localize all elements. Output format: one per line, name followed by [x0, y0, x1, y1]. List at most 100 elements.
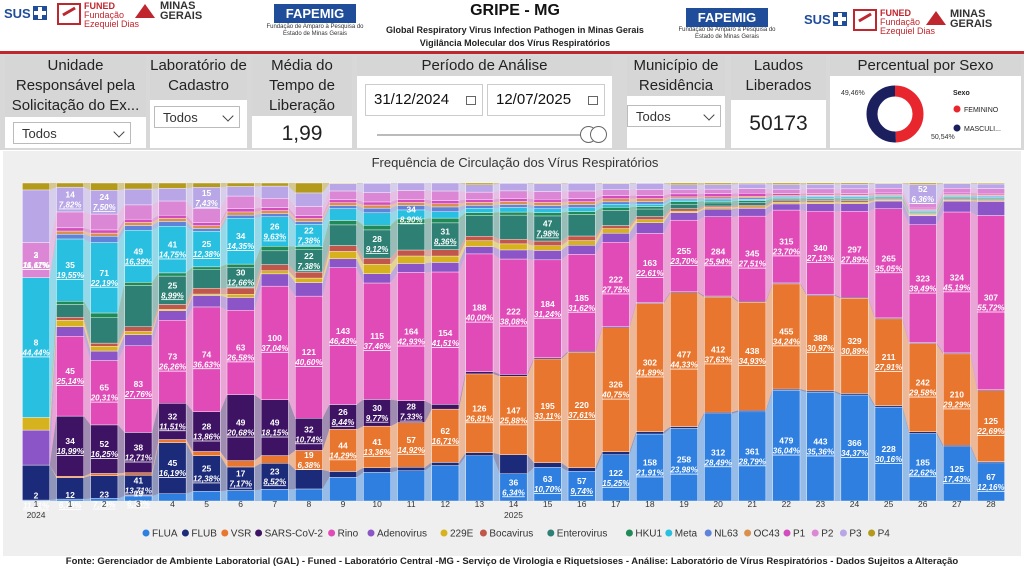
bar-segment-p2[interactable]	[90, 213, 119, 231]
bar-segment-p1[interactable]	[943, 192, 971, 195]
bar-segment-p3[interactable]	[56, 186, 84, 213]
bar-segment-p3[interactable]	[943, 183, 971, 189]
bar-segment-p3[interactable]	[226, 186, 255, 197]
bar-segment-p4[interactable]	[772, 182, 801, 185]
bar-segment-hku1[interactable]	[670, 201, 698, 205]
bar-segment-enterovirus[interactable]	[260, 250, 289, 265]
bar-segment-p1[interactable]	[567, 198, 596, 202]
bar-segment-flub[interactable]	[908, 431, 937, 434]
bar-segment-enterovirus[interactable]	[533, 215, 562, 242]
bar-segment-p2[interactable]	[806, 188, 835, 194]
bar-segment-flua[interactable]	[772, 390, 801, 502]
bar-segment-adenovirus[interactable]	[329, 258, 357, 268]
bar-segment-p3[interactable]	[465, 184, 494, 193]
legend-dot-meta[interactable]	[665, 529, 673, 537]
bar-segment-p2[interactable]	[636, 189, 664, 196]
bar-segment-p1[interactable]	[636, 195, 664, 199]
bar-segment-meta[interactable]	[22, 277, 50, 418]
bar-segment-flua[interactable]	[465, 455, 494, 502]
bar-segment-nl63[interactable]	[124, 225, 153, 231]
bar-segment-flua[interactable]	[977, 462, 1005, 502]
bar-segment-p3[interactable]	[567, 183, 596, 192]
bar-segment-vsr[interactable]	[56, 475, 84, 478]
bar-segment-vsr[interactable]	[704, 296, 732, 413]
bar-segment-flua[interactable]	[363, 472, 391, 502]
bar-segment-flua[interactable]	[567, 471, 596, 502]
laboratorio-dropdown[interactable]: Todos	[154, 106, 240, 128]
bar-segment-229e[interactable]	[772, 202, 801, 205]
bar-segment-nl63[interactable]	[90, 236, 119, 243]
bar-segment-oc43[interactable]	[465, 202, 494, 206]
bar-segment-sars-cov-2[interactable]	[431, 404, 460, 410]
bar-segment-flua[interactable]	[499, 473, 528, 502]
legend-dot-adenovirus[interactable]	[367, 529, 375, 537]
bar-segment-hku1[interactable]	[260, 246, 289, 252]
bar-segment-enterovirus[interactable]	[465, 215, 494, 237]
bar-segment-flub[interactable]	[874, 405, 903, 408]
bar-segment-oc43[interactable]	[738, 196, 767, 199]
bar-segment-nl63[interactable]	[704, 198, 732, 201]
bar-segment-p2[interactable]	[329, 190, 357, 201]
bar-segment-adenovirus[interactable]	[704, 208, 732, 217]
bar-segment-meta[interactable]	[601, 204, 630, 208]
bar-segment-adenovirus[interactable]	[567, 244, 596, 255]
bar-segment-adenovirus[interactable]	[295, 282, 323, 297]
bar-segment-nl63[interactable]	[636, 201, 664, 205]
bar-segment-oc43[interactable]	[601, 198, 630, 203]
bar-segment-p4[interactable]	[260, 182, 289, 187]
bar-segment-229e[interactable]	[22, 417, 50, 431]
bar-segment-adenovirus[interactable]	[56, 326, 84, 337]
bar-segment-p1[interactable]	[295, 215, 323, 219]
bar-segment-bocavirus[interactable]	[533, 240, 562, 246]
legend-label-vsr[interactable]: VSR	[231, 529, 252, 540]
bar-segment-229e[interactable]	[295, 277, 323, 283]
bar-segment-adenovirus[interactable]	[226, 297, 255, 311]
bar-segment-meta[interactable]	[192, 231, 221, 268]
bar-segment-flub[interactable]	[738, 410, 767, 413]
bar-segment-bocavirus[interactable]	[158, 304, 187, 310]
bar-segment-nl63[interactable]	[431, 206, 460, 212]
bar-segment-229e[interactable]	[363, 264, 391, 274]
bar-segment-p2[interactable]	[192, 208, 221, 223]
legend-dot-rino[interactable]	[328, 529, 336, 537]
bar-segment-flub[interactable]	[329, 471, 357, 478]
bar-segment-adenovirus[interactable]	[738, 208, 767, 217]
bar-segment-sars-cov-2[interactable]	[90, 424, 119, 474]
legend-label-rino[interactable]: Rino	[338, 529, 359, 540]
bar-segment-p3[interactable]	[874, 183, 903, 189]
bar-segment-rino[interactable]	[124, 345, 153, 433]
bar-segment-vsr[interactable]	[499, 376, 528, 455]
bar-segment-enterovirus[interactable]	[329, 224, 357, 246]
bar-segment-vsr[interactable]	[908, 343, 937, 432]
bar-segment-p2[interactable]	[363, 192, 391, 203]
bar-segment-bocavirus[interactable]	[431, 249, 460, 257]
bar-segment-229e[interactable]	[397, 255, 426, 264]
bar-segment-vsr[interactable]	[158, 439, 187, 443]
bar-segment-oc43[interactable]	[56, 230, 84, 235]
bar-segment-vsr[interactable]	[636, 303, 664, 432]
bar-segment-enterovirus[interactable]	[397, 223, 426, 251]
bar-segment-p2[interactable]	[499, 190, 528, 199]
bar-segment-p4[interactable]	[943, 182, 971, 184]
bar-segment-p2[interactable]	[465, 191, 494, 200]
bar-segment-p1[interactable]	[226, 208, 255, 213]
bar-segment-bocavirus[interactable]	[601, 225, 630, 229]
bar-segment-p4[interactable]	[295, 182, 323, 194]
bar-segment-adenovirus[interactable]	[22, 429, 50, 466]
bar-segment-p2[interactable]	[977, 188, 1005, 194]
bar-segment-rino[interactable]	[363, 282, 391, 400]
bar-segment-bocavirus[interactable]	[363, 257, 391, 265]
bar-segment-p2[interactable]	[840, 188, 869, 194]
bar-segment-p3[interactable]	[806, 184, 835, 190]
legend-label-hku1[interactable]: HKU1	[635, 529, 662, 540]
chart-legend[interactable]: FLUA FLUB VSR SARS-CoV-2 Rino Adenovirus 229E B…	[142, 529, 891, 540]
legend-dot-229e[interactable]	[440, 529, 448, 537]
bar-segment-oc43[interactable]	[636, 198, 664, 202]
donut-slice-male[interactable]	[866, 85, 896, 143]
bar-segment-p1[interactable]	[260, 207, 289, 211]
bar-segment-adenovirus[interactable]	[806, 203, 835, 212]
bar-segment-bocavirus[interactable]	[704, 205, 732, 208]
legend-label-bocavirus[interactable]: Bocavirus	[489, 529, 533, 540]
bar-segment-adenovirus[interactable]	[260, 273, 289, 287]
bar-segment-p1[interactable]	[158, 214, 187, 219]
